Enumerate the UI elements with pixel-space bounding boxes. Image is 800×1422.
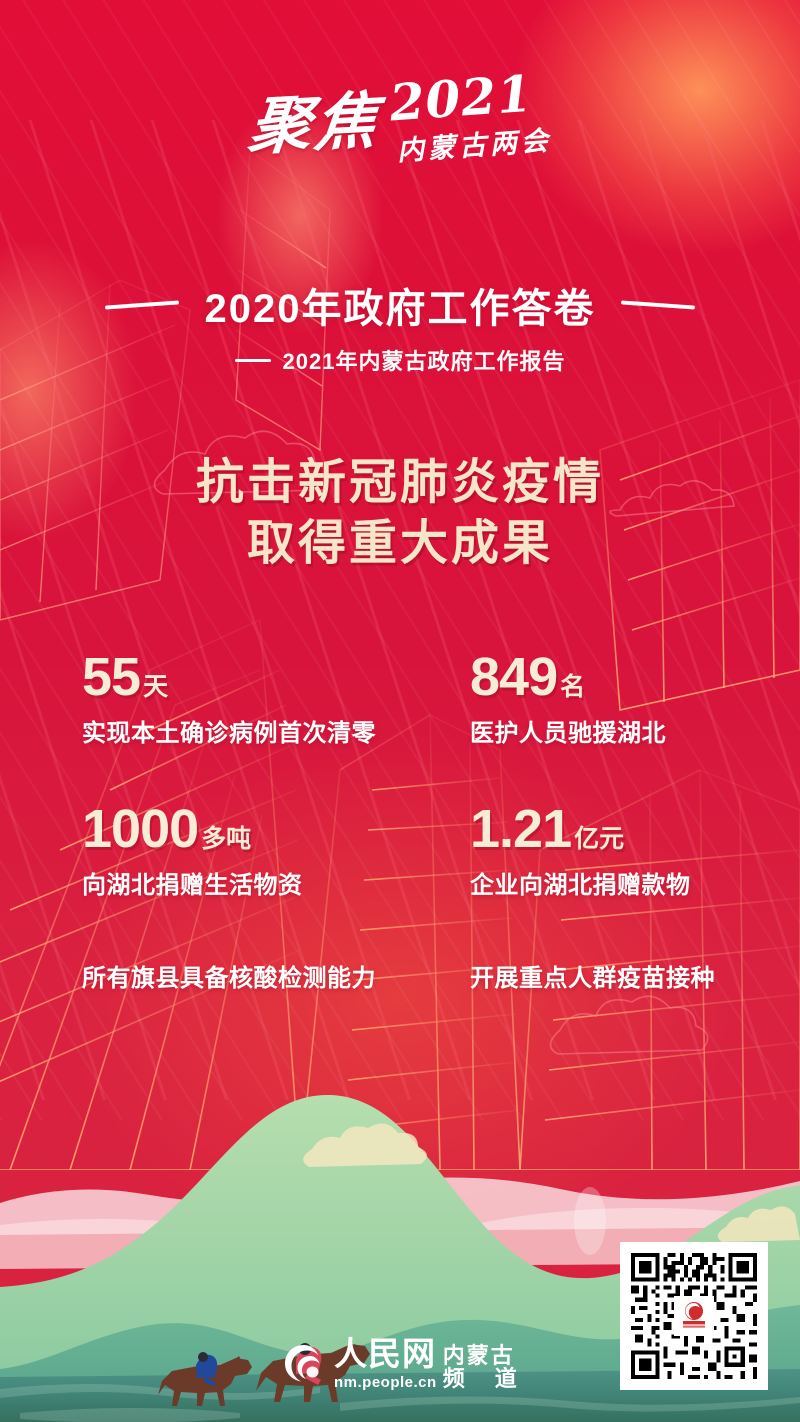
subtitle-dash-icon: [234, 358, 271, 362]
stat-item-2: 1000 多吨 向湖北捐赠生活物资: [0, 802, 400, 900]
subtitle-row: 2021年内蒙古政府工作报告: [0, 344, 800, 376]
notes-row: 所有旗县具备核酸检测能力 开展重点人群疫苗接种: [0, 958, 800, 993]
city-skyline-lineart: [0, 150, 800, 1170]
stat-row-1: 55 天 实现本土确诊病例首次清零 849 名 医护人员驰援湖北: [0, 647, 800, 748]
header-calligraphy: 聚焦 2021 内蒙古两会: [0, 58, 800, 178]
calligraphy-main-text: 聚焦: [245, 83, 385, 164]
stats-block: 55 天 实现本土确诊病例首次清零 849 名 医护人员驰援湖北 1000 多吨 向湖…: [0, 647, 800, 993]
footer-brand: 人民网: [334, 1334, 436, 1373]
stat-label-1: 医护人员驰援湖北: [470, 720, 666, 748]
page-title: 2020年政府工作答卷: [204, 287, 596, 331]
stat-unit-3: 亿元: [574, 825, 625, 854]
landscape-svg: [0, 1094, 800, 1422]
page-subtitle: 2021年内蒙古政府工作报告: [282, 349, 566, 374]
headline-line-2: 取得重大成果: [246, 517, 553, 571]
stat-item-3: 1.21 亿元 企业向湖北捐赠款物: [400, 802, 800, 900]
headline: 抗击新冠肺炎疫情 取得重大成果: [0, 452, 800, 575]
stat-label-3: 企业向湖北捐赠款物: [470, 872, 691, 900]
stat-label-0: 实现本土确诊病例首次清零: [82, 720, 376, 748]
calligraphy-year: 2021: [387, 63, 535, 133]
qr-center-people-logo-icon: [683, 1302, 705, 1328]
people-cn-logo-icon: [285, 1344, 320, 1381]
stat-unit-0: 天: [143, 673, 169, 701]
stat-number-0: 55 天: [82, 647, 400, 707]
stat-row-2: 1000 多吨 向湖北捐赠生活物资 1.21 亿元 企业向湖北捐赠款物: [0, 802, 800, 900]
stat-number-3: 1.21 亿元: [470, 802, 800, 857]
title-row: 2020年政府工作答卷: [0, 276, 800, 334]
stat-unit-1: 名: [560, 673, 586, 701]
qr-code[interactable]: [620, 1242, 768, 1390]
note-item-1: 开展重点人群疫苗接种: [470, 965, 715, 993]
footer-channel: 内蒙古 频 道: [442, 1343, 529, 1391]
stat-number-2: 1000 多吨: [82, 802, 400, 857]
background-diagonal-streaks: [0, 0, 800, 1120]
hill-shine: [574, 1187, 606, 1255]
stat-value-2: 1000: [82, 799, 199, 860]
note-item-0: 所有旗县具备核酸检测能力: [82, 965, 376, 993]
landscape-illustration: [0, 1077, 800, 1422]
stat-value-1: 849: [470, 647, 558, 707]
title-dash-right-icon: [621, 300, 696, 310]
footer-channel-line-2: 频 道: [442, 1365, 529, 1391]
stat-number-1: 849 名: [470, 647, 800, 707]
background-diagonal-streaks-secondary: [0, 120, 800, 1100]
stat-value-0: 55: [82, 647, 141, 707]
title-dash-left-icon: [104, 300, 179, 310]
footer-logo: 人民网 nm.people.cn 内蒙古 频 道: [282, 1337, 529, 1390]
footer-url: nm.people.cn: [334, 1374, 437, 1391]
stat-label-2: 向湖北捐赠生活物资: [82, 872, 303, 900]
calligraphy-right-group: 2021 内蒙古两会: [387, 63, 553, 167]
rider-group-left: [158, 1352, 252, 1406]
footer-logo-texts: 人民网 nm.people.cn 内蒙古 频 道: [334, 1337, 529, 1390]
footer-channel-line-1: 内蒙古: [442, 1343, 515, 1369]
hill-clouds: [303, 1123, 800, 1242]
stat-item-1: 849 名 医护人员驰援湖北: [400, 647, 800, 748]
stat-value-3: 1.21: [470, 799, 572, 860]
rider-left-head: [198, 1352, 208, 1362]
qr-code-matrix: [627, 1249, 761, 1383]
stat-item-0: 55 天 实现本土确诊病例首次清零: [0, 647, 400, 748]
headline-line-1: 抗击新冠肺炎疫情: [195, 456, 604, 509]
qr-center-logo: [674, 1296, 714, 1336]
stat-unit-2: 多吨: [201, 825, 252, 854]
